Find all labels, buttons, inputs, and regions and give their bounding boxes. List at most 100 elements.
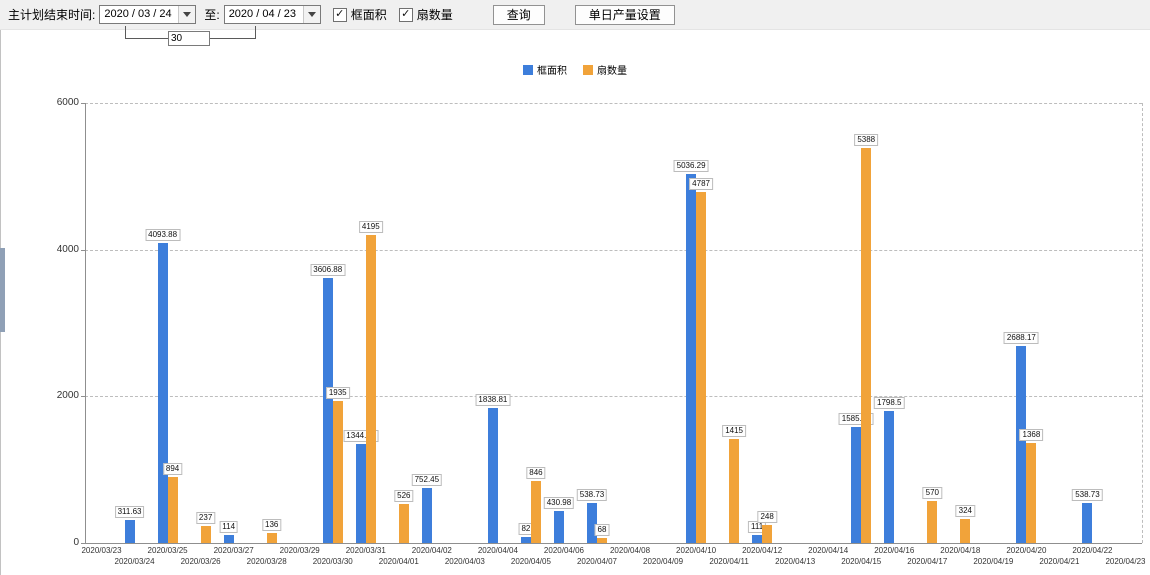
bar-value-label: 5036.29 [673, 160, 709, 172]
bar-frame-area[interactable] [1082, 503, 1093, 543]
bar-value-label: 136 [261, 519, 282, 531]
x-axis-label: 2020/04/15 [841, 557, 882, 566]
frame-area-checkbox-label: 框面积 [350, 8, 387, 22]
x-axis-label: 2020/04/03 [444, 557, 485, 566]
y-axis-label: 2000 [56, 390, 79, 402]
x-axis-label: 2020/03/30 [312, 557, 353, 566]
connector-line-right [208, 26, 256, 39]
bar-value-label: 324 [955, 505, 976, 517]
frame-area-checkbox[interactable]: 框面积 [332, 6, 387, 23]
bar-frame-area[interactable] [586, 503, 597, 543]
date-to-picker[interactable]: 2020 / 04 / 23 [223, 5, 321, 24]
bar-frame-area[interactable] [553, 511, 564, 543]
bar-value-label: 237 [195, 512, 216, 524]
chevron-down-icon[interactable] [302, 6, 320, 23]
bar-fan-count[interactable] [167, 477, 178, 543]
x-axis-label: 2020/04/23 [1105, 557, 1146, 566]
bar-frame-area[interactable] [157, 243, 168, 543]
x-axis-label: 2020/04/08 [609, 546, 651, 555]
x-axis-label: 2020/04/06 [543, 546, 584, 555]
x-axis-label: 2020/04/11 [709, 557, 749, 566]
x-axis-label: 2020/03/25 [147, 546, 188, 555]
bar-fan-count[interactable] [596, 538, 607, 543]
x-axis-label: 2020/03/31 [345, 546, 386, 555]
checkbox-check-icon[interactable] [398, 7, 413, 22]
bar-frame-area[interactable] [421, 488, 432, 543]
x-axis-label: 2020/04/09 [643, 557, 684, 566]
legend-swatch-fan-count [583, 64, 593, 75]
left-edge-window-artifact [0, 248, 5, 332]
bar-frame-area[interactable] [487, 408, 498, 543]
date-from-picker[interactable]: 2020 / 03 / 24 [99, 5, 197, 24]
gridline-2000 [85, 396, 1142, 398]
bar-value-label: 538.73 [576, 489, 608, 501]
bar-value-label: 1798.5 [874, 397, 905, 409]
bar-frame-area[interactable] [884, 411, 895, 543]
legend-label-fan-count: 扇数量 [597, 66, 627, 77]
bar-fan-count[interactable] [729, 439, 740, 543]
bar-frame-area[interactable] [520, 537, 531, 543]
bar-value-label: 2688.17 [1003, 332, 1039, 344]
gridline-4000 [85, 249, 1142, 251]
bar-fan-count[interactable] [960, 519, 971, 543]
bar-value-label: 894 [162, 463, 183, 475]
x-axis-label: 2020/04/20 [1006, 546, 1047, 555]
bar-value-label: 68 [594, 524, 610, 536]
date-to-value: 2020 / 04 / 23 [228, 8, 296, 20]
bar-value-label: 430.98 [543, 497, 575, 509]
bar-value-label: 114 [219, 521, 239, 533]
bar-fan-count[interactable] [398, 504, 409, 543]
bar-fan-count[interactable] [530, 481, 541, 543]
bar-fan-count[interactable] [332, 401, 343, 543]
y-axis-label: 4000 [56, 243, 79, 255]
x-axis-label: 2020/04/01 [378, 557, 419, 566]
bar-fan-count[interactable] [200, 526, 211, 543]
bar-fan-count[interactable] [927, 501, 938, 543]
query-button[interactable]: 查询 [492, 4, 545, 25]
x-axis-label: 2020/04/05 [510, 557, 551, 566]
bar-frame-area[interactable] [851, 427, 862, 543]
gridline-6000 [85, 103, 1142, 104]
y-axis-label: 0 [73, 537, 79, 548]
bar-value-label: 248 [757, 511, 777, 523]
bar-value-label: 3606.88 [310, 264, 346, 276]
x-axis-label: 2020/04/14 [808, 546, 849, 555]
x-axis-label: 2020/04/17 [907, 557, 948, 566]
x-axis-label: 2020/04/18 [940, 546, 981, 555]
bar-frame-area[interactable] [124, 520, 135, 543]
bar-frame-area[interactable] [1016, 346, 1027, 543]
fan-count-checkbox[interactable]: 扇数量 [398, 6, 453, 23]
bar-frame-area[interactable] [223, 535, 234, 543]
x-axis-label: 2020/04/04 [477, 546, 518, 555]
bar-fan-count[interactable] [266, 533, 277, 543]
bar-frame-area[interactable] [322, 278, 333, 543]
days-between-input[interactable] [168, 31, 210, 46]
chart-legend: 框面积 扇数量 [0, 62, 1150, 77]
bar-fan-count[interactable] [861, 148, 872, 543]
bar-frame-area[interactable] [752, 535, 763, 543]
legend-swatch-frame-area [523, 64, 533, 75]
checkbox-check-icon[interactable] [332, 7, 347, 22]
bar-frame-area[interactable] [355, 444, 366, 543]
daily-output-settings-button[interactable]: 单日产量设置 [574, 4, 675, 25]
bar-fan-count[interactable] [1026, 443, 1037, 543]
bar-fan-count[interactable] [696, 192, 707, 543]
bar-value-label: 4787 [689, 178, 713, 190]
plot-right-border [1142, 103, 1143, 543]
legend-label-frame-area: 框面积 [537, 66, 567, 77]
x-axis-label: 2020/03/26 [180, 557, 221, 566]
y-axis-tick [81, 249, 85, 251]
bar-value-label: 4093.88 [145, 229, 181, 241]
legend-item-fan-count[interactable]: 扇数量 [583, 62, 627, 77]
bar-value-label: 752.45 [411, 474, 443, 486]
bar-fan-count[interactable] [762, 525, 773, 543]
bar-fan-count[interactable] [365, 235, 376, 543]
x-axis-label: 2020/04/02 [411, 546, 452, 555]
bar-frame-area[interactable] [686, 174, 697, 543]
legend-item-frame-area[interactable]: 框面积 [523, 62, 567, 77]
x-axis-label: 2020/03/23 [81, 546, 122, 555]
x-axis-label: 2020/04/16 [874, 546, 915, 555]
chevron-down-icon[interactable] [178, 6, 196, 23]
bar-value-label: 5388 [854, 134, 879, 146]
toolbar: 主计划结束时间: 2020 / 03 / 24 至: 2020 / 04 / 2… [0, 0, 1150, 30]
